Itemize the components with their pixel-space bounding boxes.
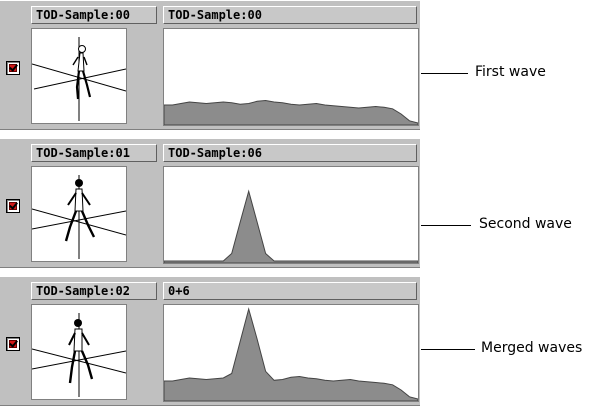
row-checkbox[interactable] [6,337,20,351]
checkmark-icon [9,340,17,348]
checkmark-icon [9,64,17,72]
wave-panel: TOD-Sample:01 TOD-Sample:06 [0,138,420,268]
checkmark-icon [9,202,17,210]
sample-label-button[interactable]: TOD-Sample:02 [31,282,157,300]
figure-thumbnail [31,304,127,400]
waveform-plot [163,166,419,264]
sample-label-button[interactable]: TOD-Sample:01 [31,144,157,162]
figure-thumbnail [31,166,127,262]
row-checkbox[interactable] [6,199,20,213]
annotation-label: First wave [475,64,546,80]
annotation-leader-line [421,73,468,74]
waveform-area [164,189,418,263]
waveform-area [164,99,418,125]
annotation-label: Second wave [479,216,572,232]
wave-label-button[interactable]: 0+6 [163,282,417,300]
annotation-leader-line [421,349,475,350]
row-checkbox[interactable] [6,61,20,75]
wave-label-button[interactable]: TOD-Sample:06 [163,144,417,162]
annotation-label: Merged waves [481,340,583,356]
wave-label-button[interactable]: TOD-Sample:00 [163,6,417,24]
waveform-plot [163,304,419,402]
annotation-leader-line [421,225,471,226]
waveform-area [164,307,418,401]
figure-thumbnail [31,28,127,124]
waveform-plot [163,28,419,126]
wave-panel: TOD-Sample:00 TOD-Sample:00 [0,0,420,130]
sample-label-button[interactable]: TOD-Sample:00 [31,6,157,24]
wave-panel: TOD-Sample:02 0+6 [0,276,420,406]
